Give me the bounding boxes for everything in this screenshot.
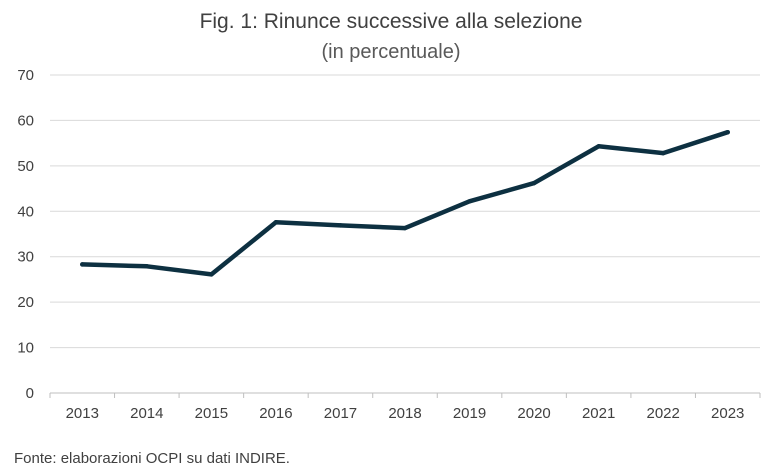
data-point [209, 272, 214, 277]
y-tick-label: 30 [17, 249, 34, 266]
y-tick-label: 60 [17, 112, 34, 129]
data-point [273, 219, 279, 225]
x-tick-label: 2023 [711, 405, 744, 422]
data-point [402, 225, 408, 231]
x-tick-label: 2013 [66, 405, 99, 422]
x-tick-label: 2017 [324, 405, 357, 422]
chart-subtitle: (in percentuale) [321, 41, 461, 63]
y-axis-tick-labels: 0 10 20 30 40 50 60 70 [17, 67, 34, 402]
gridlines [50, 74, 760, 349]
y-tick-label: 40 [17, 203, 34, 220]
chart-title: Fig. 1: Rinunce successive alla selezion… [199, 10, 583, 33]
x-tick-label: 2022 [646, 405, 679, 422]
x-axis [49, 392, 761, 398]
data-point [725, 130, 730, 135]
y-tick-label: 50 [17, 158, 34, 175]
y-tick-label: 20 [17, 294, 34, 311]
x-tick-label: 2014 [130, 405, 163, 422]
data-point [80, 262, 85, 267]
x-tick-label: 2016 [259, 405, 292, 422]
data-point [531, 180, 537, 186]
data-point [144, 264, 150, 269]
data-point [596, 144, 601, 149]
series-group [80, 129, 730, 277]
x-tick-label: 2020 [517, 405, 550, 422]
x-tick-label: 2018 [388, 405, 421, 422]
data-point [338, 223, 343, 228]
data-point [467, 199, 472, 204]
source-note: Fonte: elaborazioni OCPI su dati INDIRE. [14, 450, 290, 467]
y-tick-label: 70 [17, 67, 34, 84]
x-tick-label: 2021 [582, 405, 615, 422]
y-tick-label: 0 [26, 385, 34, 402]
x-axis-tick-labels: 2013 2014 2015 2016 2017 2018 2019 2020 2021 2022… [66, 405, 745, 422]
data-point [660, 150, 666, 156]
x-tick-label: 2019 [453, 405, 486, 422]
x-tick-label: 2015 [195, 405, 228, 422]
series-line [80, 129, 730, 277]
y-tick-label: 10 [17, 340, 34, 357]
